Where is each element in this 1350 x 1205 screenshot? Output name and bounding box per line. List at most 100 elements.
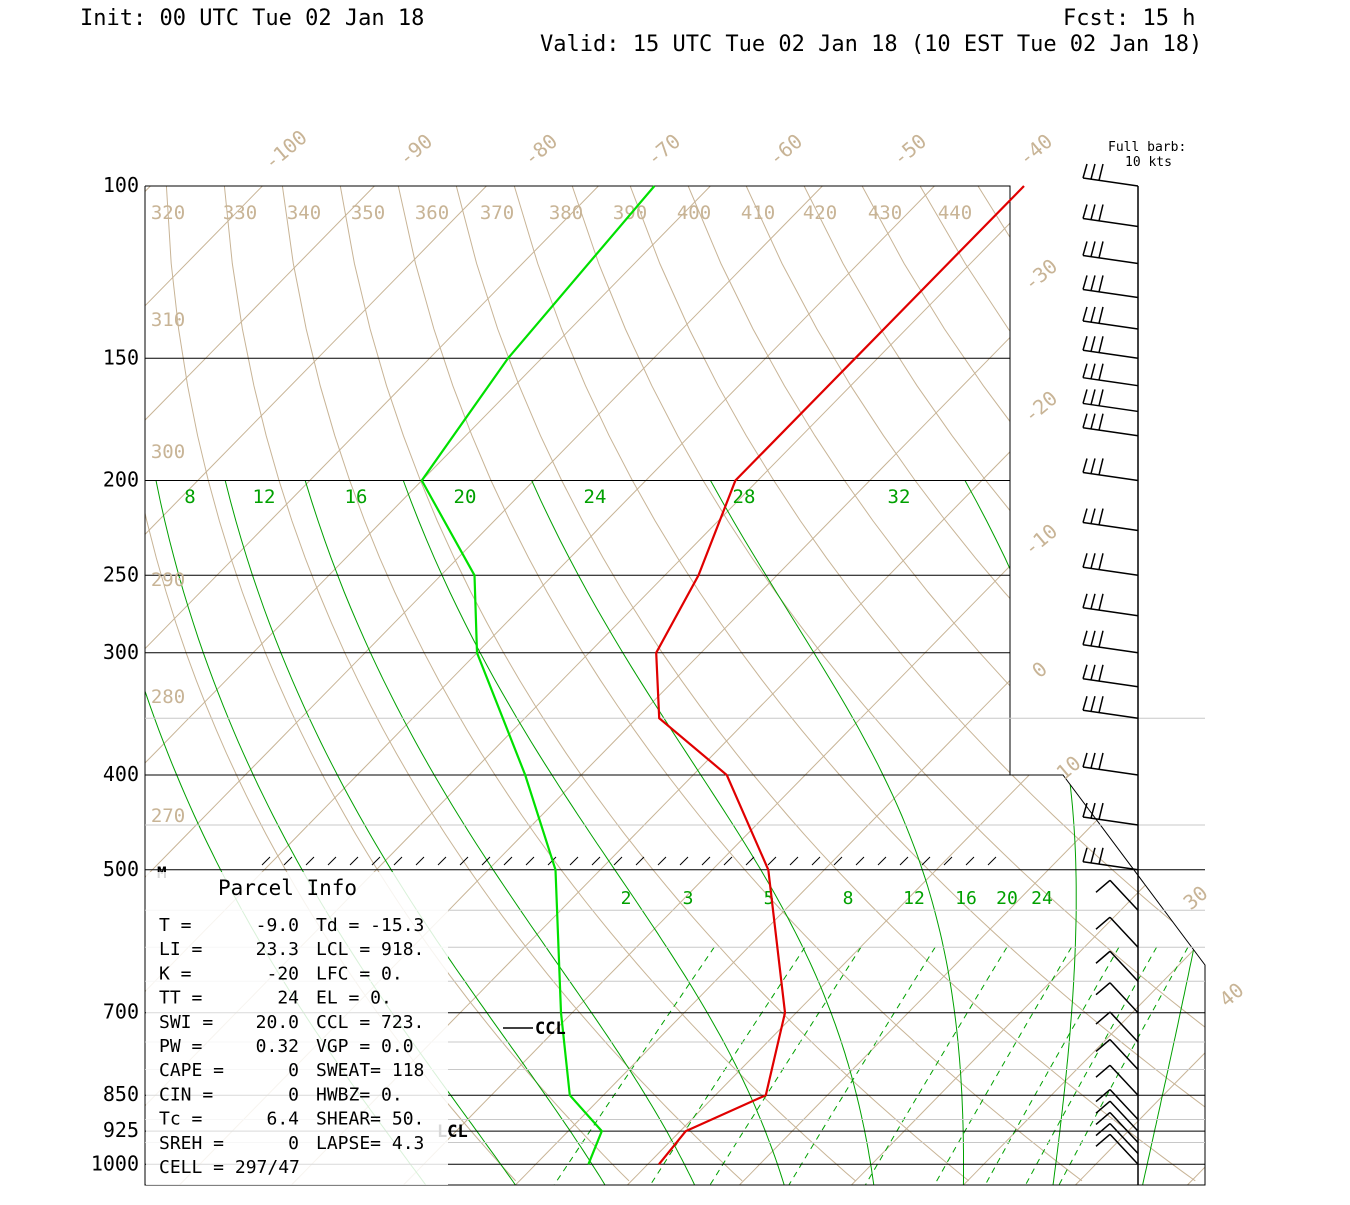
- barb-flag: [1096, 983, 1110, 995]
- isotherm-label: 40: [1215, 978, 1249, 1012]
- mixing-ratio-label: 3: [683, 888, 694, 909]
- parcel-row-value: -20: [266, 963, 299, 984]
- isotherm-line: [0, 186, 38, 1185]
- barb-flag: [1099, 336, 1103, 352]
- freezing-hatch: [416, 857, 424, 865]
- parcel-row-value: 0: [288, 1060, 299, 1081]
- barb-staff: [1110, 951, 1138, 981]
- theta-label: 370: [480, 202, 514, 224]
- isotherm-line: [627, 186, 1350, 1185]
- isotherm-label: -60: [764, 129, 807, 171]
- theta-label: 320: [151, 202, 185, 224]
- isotherm-label: 0: [1027, 657, 1052, 683]
- barb-flag: [1099, 753, 1103, 769]
- isotherm-label: 10: [1052, 751, 1086, 785]
- freezing-hatch: [350, 857, 358, 865]
- pressure-tick-label: 100: [103, 173, 139, 197]
- dry-adiabat-line: [1094, 186, 1350, 1181]
- freezing-hatch: [592, 857, 600, 865]
- isotherm-line: [1299, 186, 1350, 1185]
- barb-flag: [1083, 631, 1087, 645]
- barb-flag: [1096, 1012, 1110, 1024]
- barb-flag: [1099, 458, 1103, 474]
- parcel-row-label: PW =: [159, 1036, 203, 1057]
- dewpoint-line: [422, 186, 655, 1164]
- isotherm-line: [515, 186, 1350, 1185]
- theta-label: 440: [938, 202, 972, 224]
- moist-adiabat-line: [1143, 481, 1248, 1186]
- freezing-hatch: [922, 857, 930, 865]
- barb-flag: [1096, 1134, 1110, 1146]
- barb-flag: [1091, 389, 1095, 404]
- parcel-row-right: EL = 0.: [316, 988, 392, 1009]
- theta-e-label: 16: [345, 486, 368, 508]
- isotherm-label: -30: [1019, 254, 1062, 296]
- theta-label: 300: [151, 441, 185, 463]
- pressure-tick-label: 200: [103, 467, 139, 491]
- parcel-row-value: 24: [277, 988, 299, 1009]
- barb-flag: [1091, 848, 1095, 863]
- barb-flag: [1091, 753, 1095, 768]
- parcel-row-label: SREH =: [159, 1133, 224, 1154]
- freezing-hatch: [438, 857, 446, 865]
- barb-flag: [1091, 458, 1095, 473]
- dry-adiabat-line: [514, 186, 1308, 1181]
- mixing-ratio-label: 24: [1031, 888, 1053, 909]
- barb-note-line2: 10 kts: [1125, 155, 1172, 170]
- barb-flag: [1083, 336, 1087, 350]
- barb-flag: [1099, 848, 1103, 864]
- barb-flag: [1083, 509, 1087, 523]
- parcel-row-right: LFC = 0.: [316, 963, 403, 984]
- barb-flag: [1083, 275, 1087, 289]
- theta-label: 420: [803, 202, 837, 224]
- freezing-hatch: [504, 857, 512, 865]
- isotherm-line: [851, 186, 1350, 1185]
- sounding-profiles: [422, 186, 1024, 1164]
- theta-label: 270: [151, 805, 185, 827]
- theta-label: 340: [287, 202, 321, 224]
- theta-label: 430: [868, 202, 902, 224]
- mixing-ratio-label: 8: [843, 888, 854, 909]
- mixing-ratio-line: [789, 947, 935, 1185]
- isotherm-label: -100: [259, 125, 311, 174]
- barb-flag: [1099, 803, 1103, 819]
- freezing-hatch: [372, 857, 380, 865]
- barb-flag: [1091, 594, 1095, 609]
- freezing-hatch: [570, 857, 578, 865]
- theta-label: 330: [223, 202, 257, 224]
- pressure-tick-label: 925: [103, 1118, 139, 1142]
- dry-adiabat-line: [572, 186, 1350, 1181]
- isotherm-label: -90: [394, 129, 437, 171]
- barb-flag: [1091, 509, 1095, 524]
- freezing-hatch: [262, 857, 270, 865]
- freezing-hatch: [284, 857, 292, 865]
- parcel-row-right: CCL = 723.: [316, 1012, 424, 1033]
- barb-flag: [1083, 594, 1087, 608]
- dry-adiabat-line: [456, 186, 1195, 1181]
- valid-time: Valid: 15 UTC Tue 02 Jan 18 (10 EST Tue …: [540, 32, 1202, 57]
- parcel-row-value: 23.3: [256, 939, 299, 960]
- temperature-line: [656, 186, 1024, 1164]
- mixing-ratio-label: 12: [903, 888, 925, 909]
- barb-flag: [1096, 951, 1110, 963]
- theta-label: 400: [677, 202, 711, 224]
- isotherm-label: -80: [519, 129, 562, 171]
- isotherm-label: -20: [1019, 386, 1062, 428]
- mixing-ratio-label: 16: [955, 888, 977, 909]
- theta-e-label: 20: [454, 486, 477, 508]
- barb-flag: [1091, 336, 1095, 351]
- barb-flag: [1083, 665, 1087, 679]
- parcel-row-value: 0: [288, 1084, 299, 1105]
- theta-label: 410: [741, 202, 775, 224]
- barb-note-line1: Full barb:: [1108, 140, 1186, 155]
- barb-flag: [1099, 696, 1103, 712]
- parcel-row-label: CAPE =: [159, 1060, 224, 1081]
- isotherm-line: [1187, 186, 1350, 1185]
- barb-flag: [1099, 414, 1103, 430]
- isotherm-line: [0, 186, 934, 1185]
- barb-staff: [1110, 880, 1138, 910]
- parcel-row-label: Tc =: [159, 1109, 203, 1130]
- pressure-tick-label: 150: [103, 345, 139, 369]
